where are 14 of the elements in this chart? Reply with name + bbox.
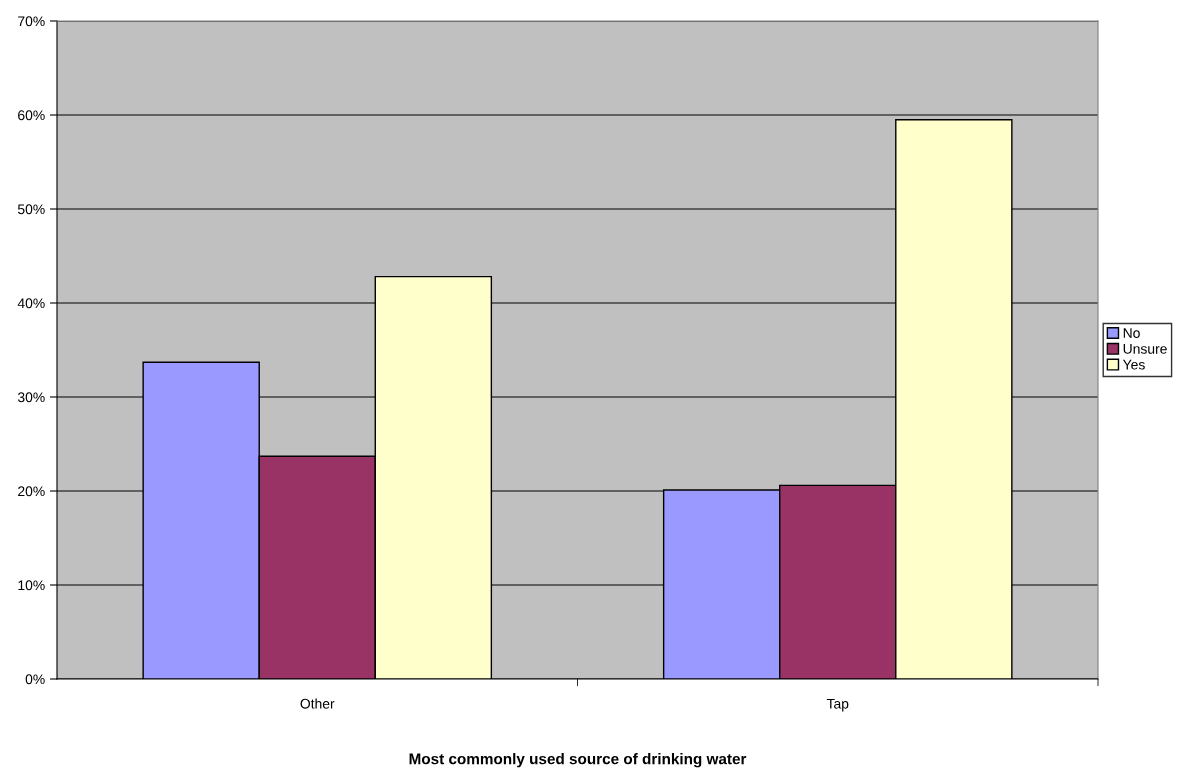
legend-label: No bbox=[1123, 328, 1140, 338]
y-tick-label: 40% bbox=[17, 298, 45, 309]
legend-label: Yes bbox=[1122, 359, 1145, 370]
y-tick-label: 10% bbox=[18, 580, 45, 591]
x-tick-label: Tap bbox=[826, 698, 849, 712]
legend-label: Unsure bbox=[1123, 344, 1167, 354]
x-tick-label: Other bbox=[300, 698, 335, 709]
x-axis-title: Most commonly used source of drinking water bbox=[409, 753, 747, 768]
y-tick-label: 60% bbox=[18, 110, 45, 121]
y-tick-label: 0% bbox=[25, 674, 45, 685]
y-tick-label: 30% bbox=[17, 392, 45, 403]
y-tick-label: 20% bbox=[18, 486, 45, 497]
y-tick-label: 50% bbox=[17, 204, 45, 215]
y-tick-label: 70% bbox=[18, 16, 45, 27]
